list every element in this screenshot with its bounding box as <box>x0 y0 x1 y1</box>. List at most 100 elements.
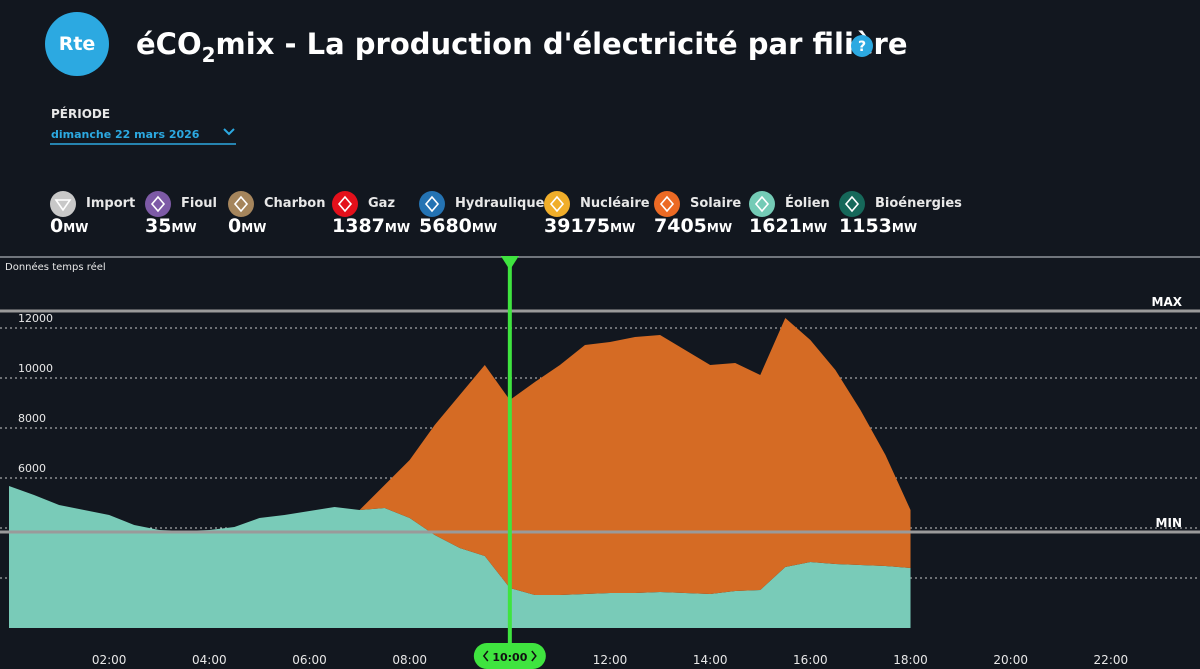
title-part: mix - La production d'électricité par fi… <box>216 27 908 61</box>
tile-number: 0 <box>50 215 64 237</box>
icon-glyph <box>150 195 166 213</box>
period-label: PÉRIODE <box>51 106 110 121</box>
icon-glyph <box>233 195 249 213</box>
tile-unit: MW <box>384 221 411 235</box>
tile-name: Fioul <box>181 196 217 211</box>
tile-name: Charbon <box>264 196 326 211</box>
icon-glyph <box>424 195 440 213</box>
tile-number: 5680 <box>419 215 472 237</box>
tile-value: 1153MW <box>839 215 917 237</box>
icon-bg <box>839 191 865 217</box>
min-line-label: MIN <box>1156 516 1182 530</box>
tile-icon[interactable] <box>748 190 776 218</box>
x-tick-label: 18:00 <box>893 653 928 667</box>
tile-value: 0MW <box>228 215 266 237</box>
icon-glyph <box>549 195 565 213</box>
tile-unit: MW <box>891 221 918 235</box>
icon-bg <box>50 191 76 217</box>
max-line-label: MAX <box>1152 295 1183 309</box>
y-tick-label: 12000 <box>18 312 53 325</box>
icon-glyph <box>337 195 353 213</box>
tile-name: Gaz <box>368 196 396 211</box>
period-value[interactable]: dimanche 22 mars 2026 <box>51 128 200 141</box>
area <box>9 486 911 628</box>
tile-name: Bioénergies <box>875 196 962 211</box>
logo-text: Rte <box>59 33 96 55</box>
x-tick-label: 08:00 <box>392 653 427 667</box>
icon-bg <box>749 191 775 217</box>
icon-bg <box>228 191 254 217</box>
tile-unit: MW <box>63 221 89 235</box>
cursor-label: 10:00 <box>492 651 527 664</box>
tile-number: 1387 <box>332 215 385 237</box>
tile-value: 0MW <box>50 215 88 237</box>
tile-icon[interactable] <box>331 190 359 218</box>
logo[interactable] <box>45 12 109 76</box>
period-chevron[interactable] <box>223 128 235 136</box>
tile-number: 1153 <box>839 215 892 237</box>
y-tick-label: 10000 <box>18 362 53 375</box>
x-tick-label: 12:00 <box>593 653 628 667</box>
x-tick-label: 16:00 <box>793 653 828 667</box>
icon-bg <box>544 191 570 217</box>
help-text: ? <box>858 39 866 55</box>
title-sub: 2 <box>202 43 216 67</box>
tile-icon[interactable] <box>227 190 255 218</box>
x-tick-label: 06:00 <box>292 653 327 667</box>
tile-value: 5680MW <box>419 215 497 237</box>
tile-unit: MW <box>471 221 498 235</box>
icon-bg <box>654 191 680 217</box>
x-tick-label: 04:00 <box>192 653 227 667</box>
tile-unit: MW <box>801 221 828 235</box>
tile-value: 1621MW <box>749 215 827 237</box>
icon-bg <box>332 191 358 217</box>
title-part: éCO <box>136 27 202 61</box>
area <box>9 318 911 595</box>
tile-unit: MW <box>171 221 197 235</box>
title: éCO2mix - La production d'électricité pa… <box>136 27 908 67</box>
y-tick-label: 6000 <box>18 462 46 475</box>
x-tick-label: 14:00 <box>693 653 728 667</box>
icon-glyph <box>54 199 72 212</box>
cursor-handle[interactable] <box>500 256 519 270</box>
icon-glyph <box>754 195 770 213</box>
help-button[interactable] <box>851 35 873 57</box>
icon-glyph <box>659 195 675 213</box>
tile-unit: MW <box>706 221 733 235</box>
tile-name: Solaire <box>690 196 742 211</box>
tile-name: Nucléaire <box>580 196 650 211</box>
tile-value: 39175MW <box>544 215 635 237</box>
y-tick-label: 8000 <box>18 412 46 425</box>
cursor-prev <box>482 650 489 662</box>
icon-bg <box>145 191 171 217</box>
tile-value: 1387MW <box>332 215 410 237</box>
tile-icon[interactable] <box>144 190 172 218</box>
cursor-next <box>531 650 537 662</box>
tile-icon[interactable] <box>418 190 446 218</box>
tile-icon[interactable] <box>653 190 681 218</box>
tile-number: 35 <box>145 215 172 237</box>
tile-value: 7405MW <box>654 215 732 237</box>
tile-value: 35MW <box>145 215 197 237</box>
tile-name: Éolien <box>785 196 830 211</box>
tile-number: 1621 <box>749 215 802 237</box>
tile-number: 39175 <box>544 215 611 237</box>
tile-icon[interactable] <box>49 190 77 218</box>
tile-icon[interactable] <box>838 190 866 218</box>
icon-glyph <box>844 195 860 213</box>
icon-bg <box>419 191 445 217</box>
tile-name: Hydraulique <box>455 196 545 211</box>
tile-name: Import <box>86 196 136 211</box>
tile-icon[interactable] <box>543 190 571 218</box>
x-tick-label: 20:00 <box>993 653 1028 667</box>
tile-number: 0 <box>228 215 242 237</box>
tile-unit: MW <box>241 221 267 235</box>
chart-subtitle: Données temps réel <box>5 261 106 273</box>
cursor-pill[interactable] <box>473 643 546 669</box>
x-tick-label: 22:00 <box>1094 653 1129 667</box>
tile-unit: MW <box>610 221 636 235</box>
x-tick-label: 02:00 <box>92 653 127 667</box>
tile-number: 7405 <box>654 215 707 237</box>
